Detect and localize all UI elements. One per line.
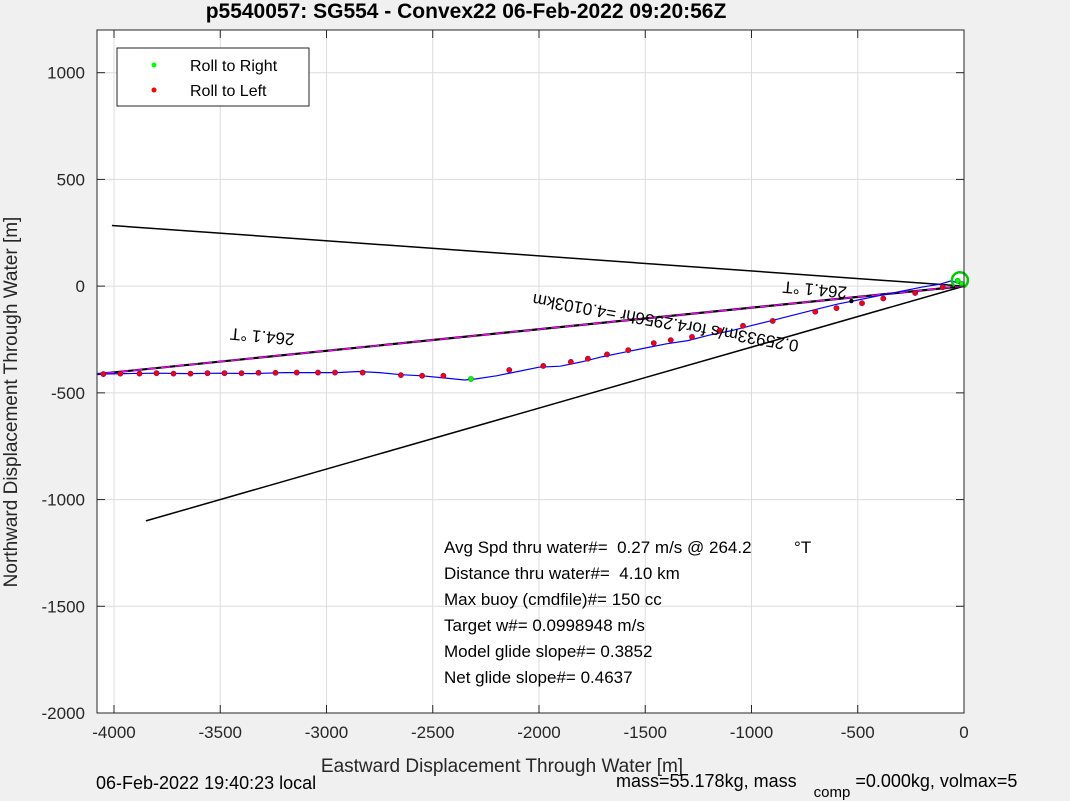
roll-left-point — [769, 318, 776, 324]
roll-left-point — [100, 371, 107, 377]
roll-left-point — [740, 322, 746, 329]
stats-annotations: Avg Spd thru water#= 0.27 m/s @ 264.2 °T… — [444, 538, 811, 687]
roll-left-point — [440, 372, 447, 379]
roll-left-point — [255, 369, 262, 376]
roll-left-point — [117, 370, 124, 377]
y-axis-label: Northward Displacement Through Water [m] — [1, 217, 22, 588]
x-tick-label: -3500 — [199, 723, 242, 742]
roll-left-point — [136, 370, 143, 377]
chart-title: p5540057: SG554 - Convex22 06-Feb-2022 0… — [206, 0, 727, 23]
roll-left-point — [567, 358, 574, 365]
roll-left-point — [359, 369, 366, 376]
footer-local-time: 06-Feb-2022 19:40:23 local — [96, 773, 316, 793]
roll-left-point — [912, 290, 919, 296]
footer-mass-prefix: mass=55.178kg, mass — [616, 771, 797, 791]
roll-left-point — [204, 370, 211, 377]
roll-left-point — [604, 351, 610, 358]
legend-label-roll-right: Roll to Right — [190, 58, 278, 75]
legend-label-roll-left: Roll to Left — [190, 83, 267, 100]
track-end-marker — [849, 298, 854, 304]
y-tick-label: 0 — [76, 277, 85, 296]
roll-left-point — [187, 370, 194, 377]
roll-left-point — [812, 308, 819, 315]
footer-mass: mass=55.178kg, mass comp =0.000kg, volma… — [616, 771, 1017, 801]
annotation-target-w: Target w#= 0.0998948 m/s — [444, 616, 645, 635]
legend: Roll to Right Roll to Left — [116, 47, 310, 107]
roll-left-point — [939, 284, 946, 291]
annotation-avg-speed: Avg Spd thru water#= 0.27 m/s @ 264.2 °T — [444, 538, 811, 557]
roll-left-point — [397, 372, 404, 379]
annotation-max-buoy: Max buoy (cmdfile)#= 150 cc — [444, 590, 662, 609]
y-tick-label: -1000 — [42, 491, 85, 510]
roll-left-point — [221, 370, 228, 377]
roll-left-point — [419, 372, 426, 379]
annotation-model-glide: Model glide slope#= 0.3852 — [444, 642, 652, 661]
y-tick-label: -1500 — [42, 597, 85, 616]
roll-left-point — [170, 370, 177, 377]
roll-left-point — [833, 305, 840, 312]
roll-left-point — [667, 337, 674, 344]
roll-left-point — [272, 369, 279, 376]
roll-left-point — [238, 370, 245, 377]
legend-marker-roll-left — [151, 87, 157, 93]
footer-mass-suffix: =0.000kg, volmax=5 — [855, 771, 1017, 791]
legend-box — [116, 47, 310, 107]
x-tick-label: -1500 — [624, 723, 667, 742]
roll-left-point — [859, 300, 865, 307]
annotation-distance: Distance thru water#= 4.10 km — [444, 564, 680, 583]
y-tick-label: 1000 — [47, 64, 85, 83]
legend-marker-roll-right — [151, 62, 157, 68]
roll-left-point — [689, 334, 695, 340]
plot-frame — [96, 29, 965, 714]
x-tick-label: -4000 — [92, 723, 135, 742]
x-tick-label: 0 — [959, 723, 968, 742]
x-tick-label: -2000 — [517, 723, 560, 742]
x-tick-label: -1000 — [730, 723, 773, 742]
roll-left-point — [506, 367, 513, 373]
y-tick-label: -2000 — [42, 704, 85, 723]
roll-left-point — [153, 370, 160, 377]
roll-left-point — [716, 327, 723, 334]
track-line — [96, 280, 965, 381]
roll-left-point — [293, 369, 300, 376]
roll-left-point — [880, 295, 887, 302]
x-tick-label: -2500 — [411, 723, 454, 742]
heading-line — [111, 224, 965, 287]
roll-right-point — [468, 376, 474, 382]
roll-left-point — [650, 340, 657, 347]
axis-ticks: -4000 -3500 -3000 -2500 -2000 -1500 -1000 -500 0… — [42, 30, 969, 742]
y-tick-label: 500 — [57, 170, 85, 189]
x-tick-label: -3000 — [305, 723, 348, 742]
plot-area — [97, 30, 964, 713]
annotation-net-glide: Net glide slope#= 0.4637 — [444, 668, 633, 687]
roll-left-point — [625, 347, 632, 354]
roll-left-point — [332, 369, 338, 376]
roll-left-point — [584, 355, 591, 362]
target-line-dash — [96, 285, 965, 375]
start-loop — [950, 271, 970, 289]
x-tick-label: -500 — [841, 723, 875, 742]
y-tick-label: -500 — [51, 384, 85, 403]
roll-right-point — [954, 277, 961, 284]
x-axis-label: Eastward Displacement Through Water [m] — [321, 756, 683, 777]
roll-left-point — [540, 363, 547, 369]
roll-left-point — [315, 369, 321, 376]
footer-mass-sub: comp — [814, 784, 851, 801]
heading-line — [145, 285, 965, 522]
